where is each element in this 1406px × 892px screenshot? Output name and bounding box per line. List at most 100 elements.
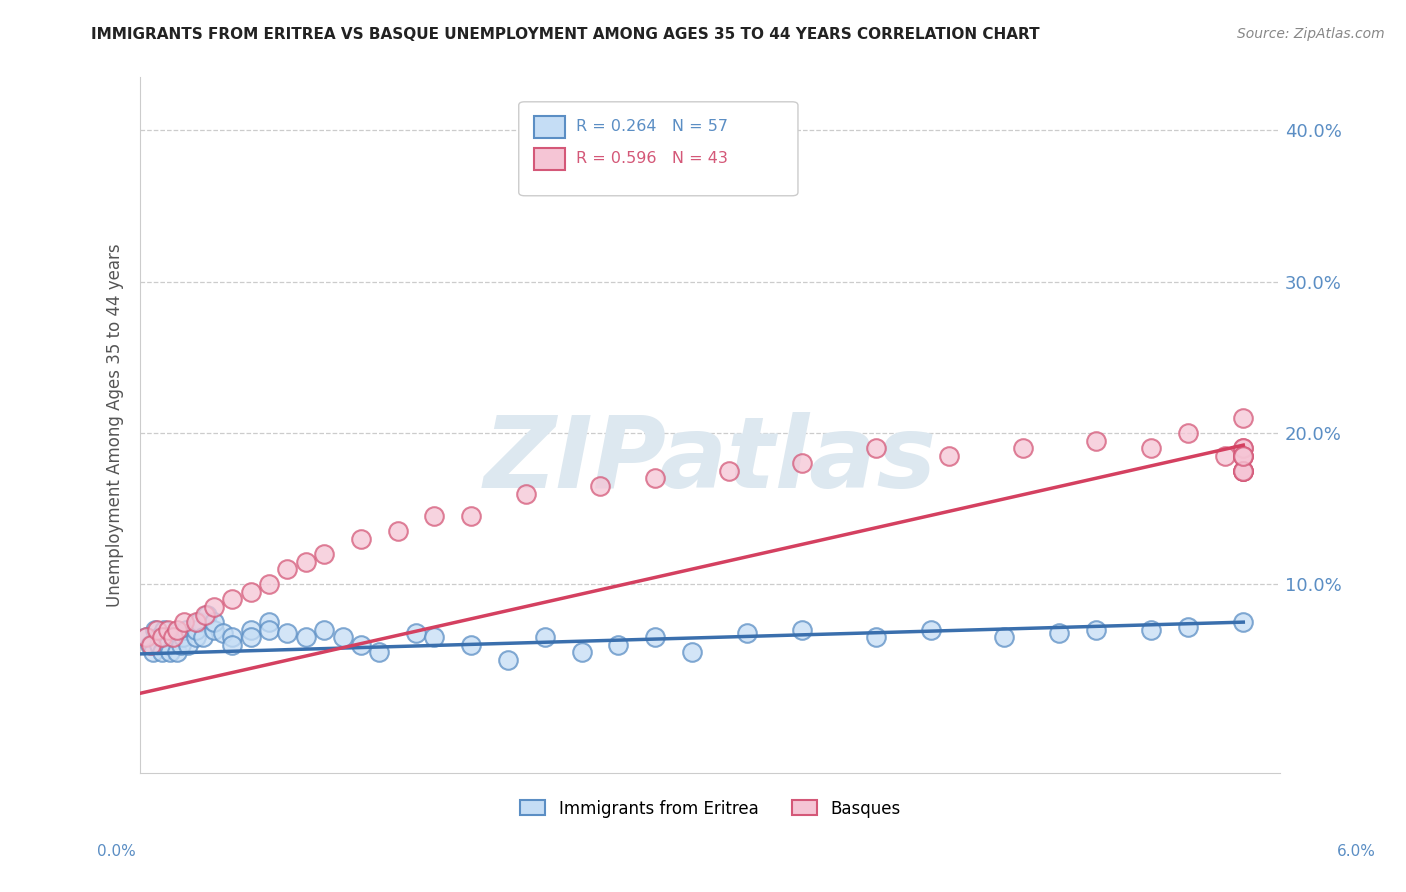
- Point: [717, 464, 740, 478]
- Point: [735, 625, 758, 640]
- Point: [184, 615, 207, 629]
- Point: [920, 623, 942, 637]
- Point: [387, 524, 409, 539]
- Text: 0.0%: 0.0%: [97, 845, 136, 859]
- Text: R = 0.596   N = 43: R = 0.596 N = 43: [575, 152, 727, 167]
- Point: [212, 625, 235, 640]
- Point: [1049, 625, 1071, 640]
- Text: ZIPatlas: ZIPatlas: [484, 412, 936, 508]
- Legend: Immigrants from Eritrea, Basques: Immigrants from Eritrea, Basques: [513, 793, 907, 824]
- Point: [1085, 434, 1108, 448]
- Point: [644, 630, 666, 644]
- Point: [195, 607, 218, 622]
- Point: [1140, 623, 1163, 637]
- Point: [156, 638, 179, 652]
- Point: [1232, 464, 1254, 478]
- Point: [1140, 441, 1163, 455]
- Point: [423, 630, 446, 644]
- Point: [1232, 464, 1254, 478]
- Point: [153, 623, 176, 637]
- Point: [148, 630, 170, 644]
- Point: [496, 653, 519, 667]
- Point: [1232, 449, 1254, 463]
- Point: [1232, 441, 1254, 455]
- Point: [350, 532, 373, 546]
- Point: [173, 615, 195, 629]
- Point: [533, 630, 555, 644]
- Point: [1232, 464, 1254, 478]
- Point: [314, 623, 336, 637]
- Point: [143, 623, 166, 637]
- Point: [184, 623, 207, 637]
- Point: [589, 479, 612, 493]
- Point: [405, 625, 427, 640]
- Point: [166, 645, 188, 659]
- Point: [257, 623, 280, 637]
- Point: [221, 592, 243, 607]
- Point: [194, 607, 217, 622]
- Point: [159, 645, 181, 659]
- Point: [314, 547, 336, 561]
- Point: [460, 638, 482, 652]
- Point: [350, 638, 373, 652]
- Point: [644, 471, 666, 485]
- Point: [184, 630, 207, 644]
- Point: [1232, 410, 1254, 425]
- Point: [938, 449, 960, 463]
- Point: [152, 645, 174, 659]
- Point: [790, 623, 813, 637]
- Point: [368, 645, 391, 659]
- Text: 6.0%: 6.0%: [1337, 845, 1376, 859]
- Point: [1177, 620, 1199, 634]
- Point: [1085, 623, 1108, 637]
- Point: [162, 630, 184, 644]
- Point: [681, 645, 703, 659]
- Point: [423, 509, 446, 524]
- Point: [239, 623, 262, 637]
- Point: [460, 509, 482, 524]
- Point: [865, 441, 887, 455]
- Point: [257, 615, 280, 629]
- Point: [865, 630, 887, 644]
- Point: [1232, 449, 1254, 463]
- Point: [202, 615, 225, 629]
- Point: [146, 623, 169, 637]
- Point: [239, 585, 262, 599]
- Text: Source: ZipAtlas.com: Source: ZipAtlas.com: [1237, 27, 1385, 41]
- Point: [239, 630, 262, 644]
- Point: [294, 630, 316, 644]
- Y-axis label: Unemployment Among Ages 35 to 44 years: Unemployment Among Ages 35 to 44 years: [107, 244, 124, 607]
- Point: [135, 630, 157, 644]
- Point: [1232, 464, 1254, 478]
- Point: [790, 456, 813, 470]
- Point: [1011, 441, 1033, 455]
- Point: [1232, 441, 1254, 455]
- Point: [166, 623, 188, 637]
- Point: [202, 599, 225, 614]
- Point: [1232, 449, 1254, 463]
- Point: [156, 623, 179, 637]
- Point: [571, 645, 593, 659]
- Point: [515, 486, 537, 500]
- Point: [152, 630, 174, 644]
- Point: [221, 638, 243, 652]
- Point: [1213, 449, 1236, 463]
- Point: [162, 630, 184, 644]
- Point: [142, 645, 165, 659]
- Point: [276, 562, 298, 576]
- Point: [166, 625, 188, 640]
- FancyBboxPatch shape: [519, 102, 799, 195]
- Point: [202, 623, 225, 637]
- FancyBboxPatch shape: [533, 116, 565, 138]
- Point: [141, 638, 163, 652]
- Point: [221, 630, 243, 644]
- Point: [135, 630, 157, 644]
- Point: [1232, 615, 1254, 629]
- Point: [176, 623, 198, 637]
- Point: [607, 638, 630, 652]
- Point: [1177, 425, 1199, 440]
- FancyBboxPatch shape: [533, 148, 565, 170]
- Point: [294, 555, 316, 569]
- Point: [257, 577, 280, 591]
- Point: [191, 630, 214, 644]
